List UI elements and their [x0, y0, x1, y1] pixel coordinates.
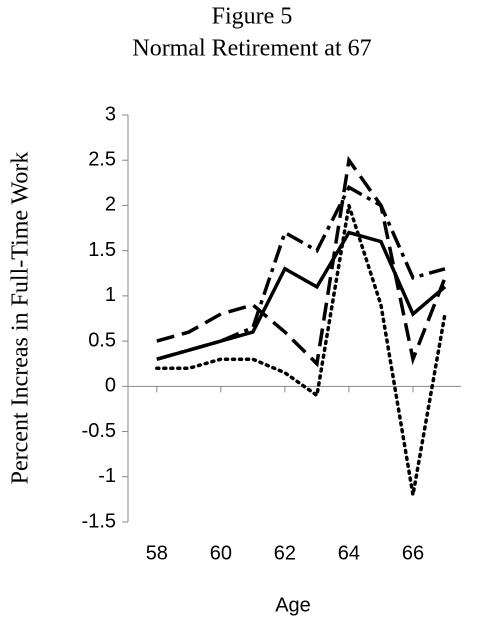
y-tick-label: 0.5	[88, 329, 116, 351]
chart-subtitle: Normal Retirement at 67	[132, 36, 371, 62]
x-tick-label: 58	[146, 542, 168, 564]
y-axis-label: Percent Increas in Full-Time Work	[8, 152, 34, 485]
y-tick-label: 2.5	[88, 149, 116, 171]
x-axis-label: Age	[275, 594, 311, 616]
x-tick-label: 66	[402, 542, 424, 564]
x-tick-label: 64	[338, 542, 360, 564]
y-tick-label: 1	[105, 284, 116, 306]
y-tick-label: -1.5	[82, 510, 116, 532]
y-tick-label: 2	[105, 194, 116, 216]
y-tick-label: 3	[105, 103, 116, 125]
y-tick-label: 0	[105, 375, 116, 397]
series-line	[155, 204, 447, 496]
y-tick-label: 1.5	[88, 239, 116, 261]
x-tick-label: 62	[274, 542, 296, 564]
x-tick-label: 60	[210, 542, 232, 564]
series-line	[156, 230, 447, 361]
series-line	[156, 155, 447, 368]
y-tick-label: -0.5	[82, 420, 116, 442]
chart-title: Figure 5	[212, 4, 293, 30]
series-line	[156, 184, 446, 361]
y-tick-label: -1	[98, 465, 116, 487]
